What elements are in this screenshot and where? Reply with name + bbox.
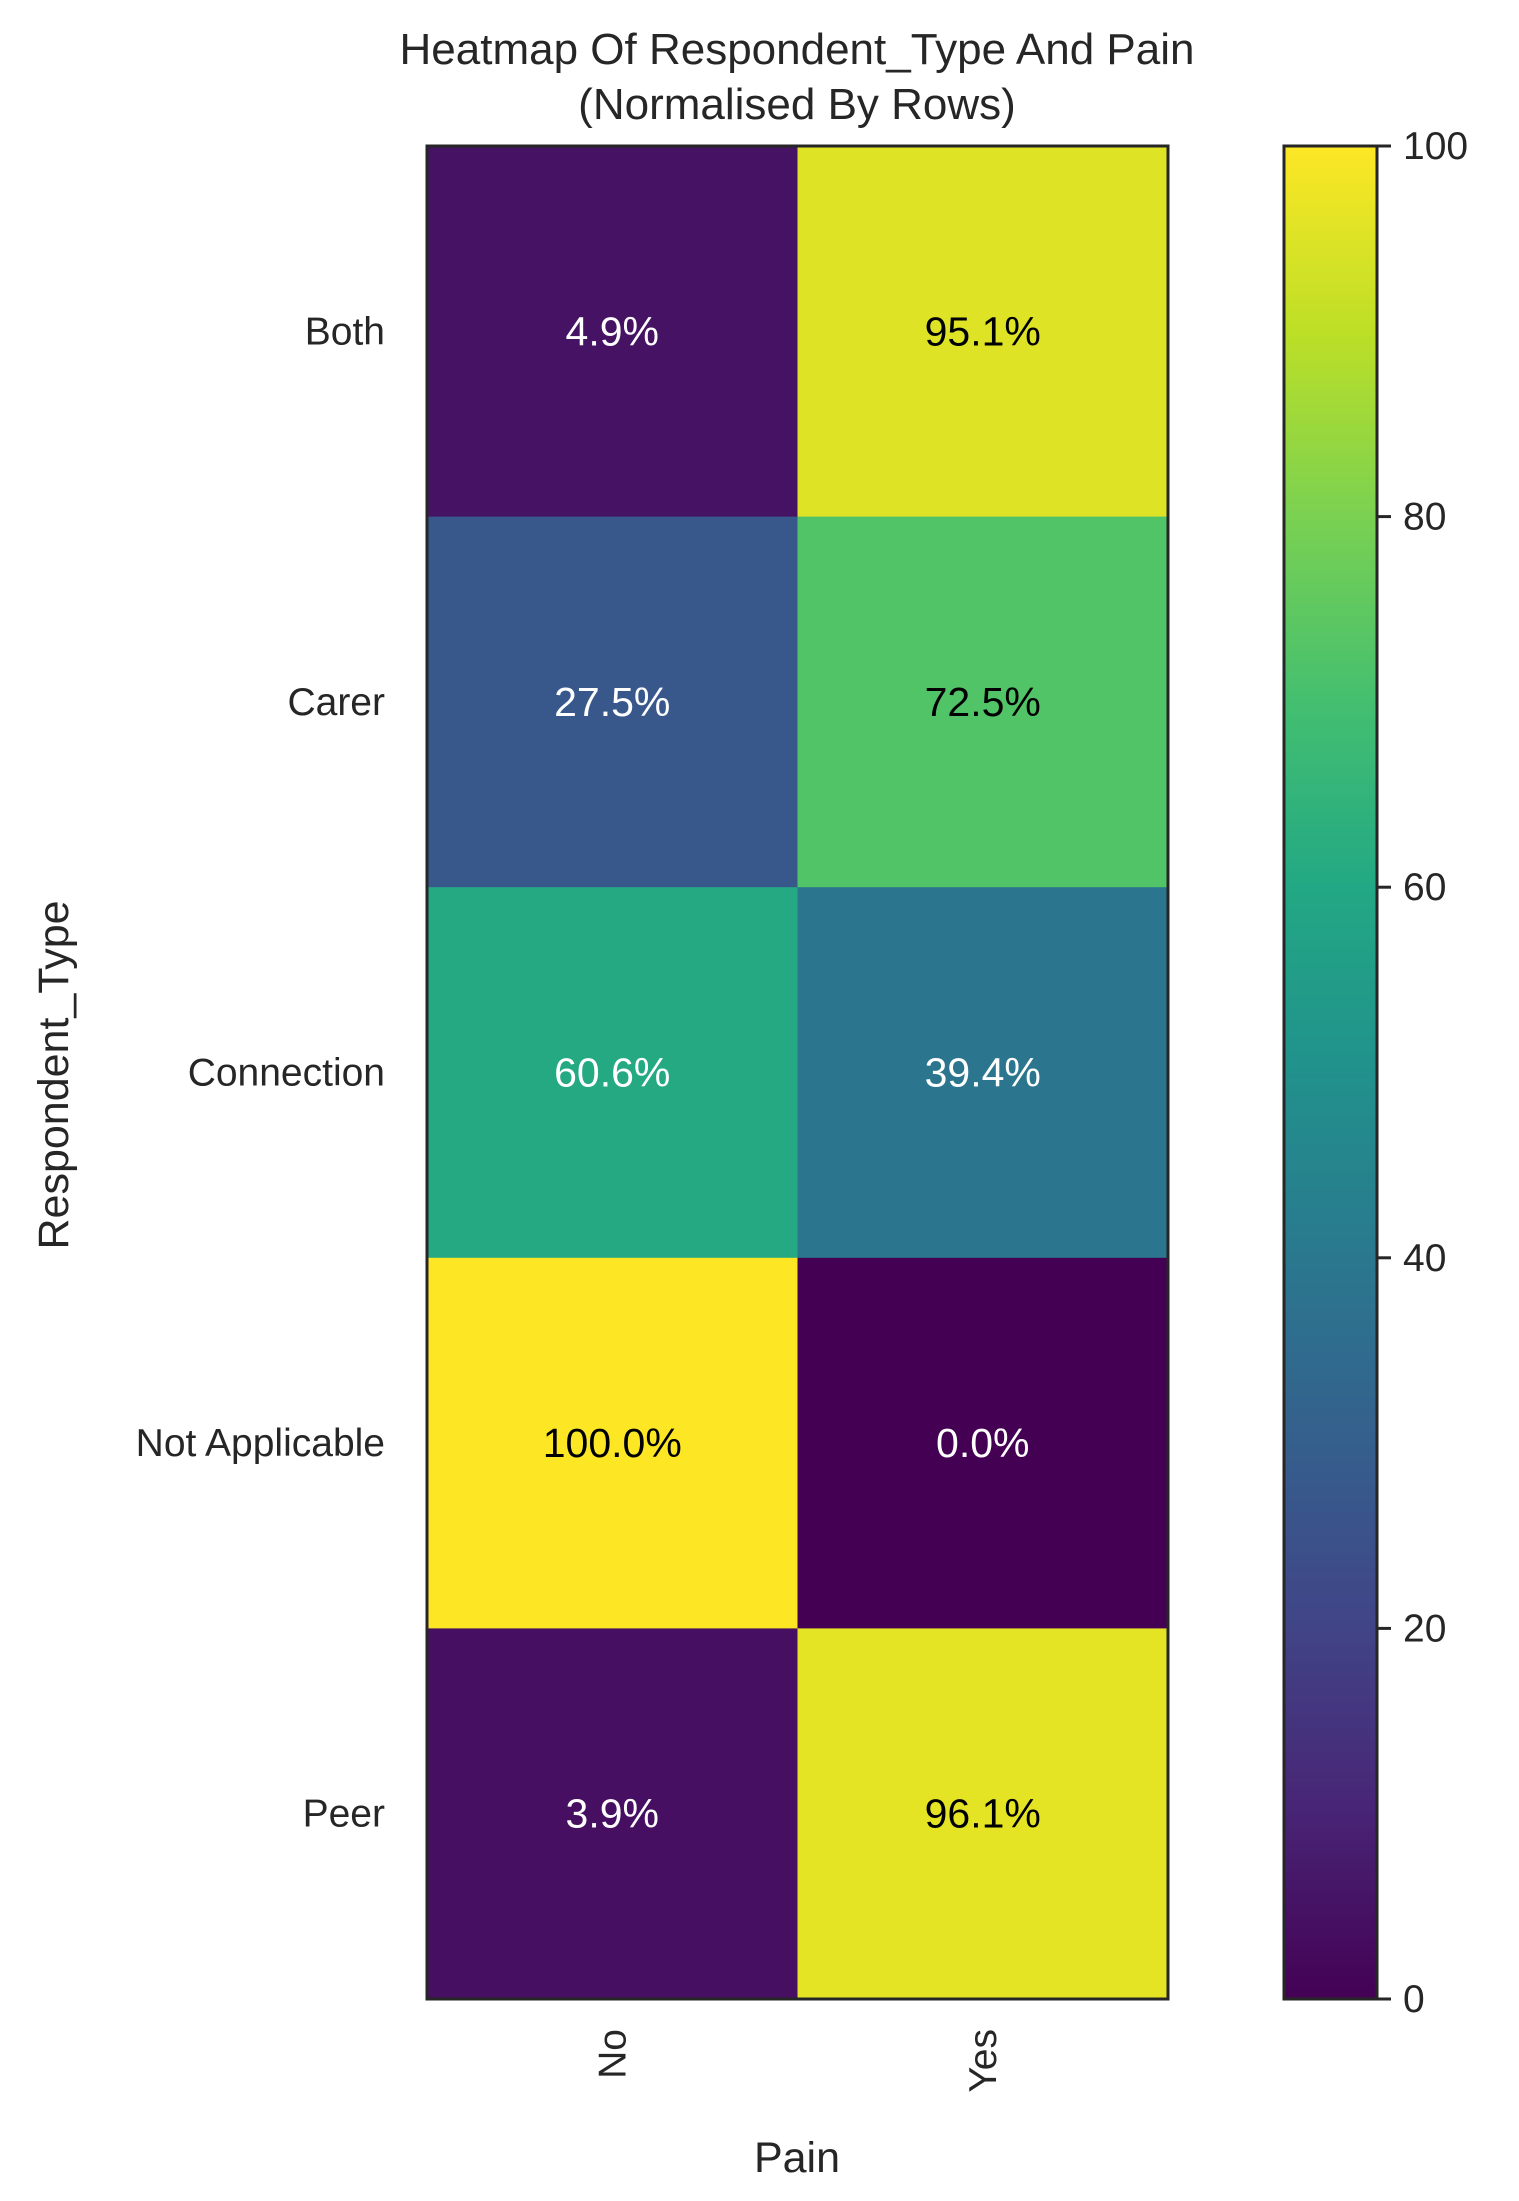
y-tick-label: Not Applicable bbox=[136, 1422, 385, 1465]
x-tick-labels: No Yes bbox=[591, 2029, 1005, 2093]
colorbar-ticks: 0 20 40 60 80 100 bbox=[1377, 125, 1468, 2021]
cell-value-label: 60.6% bbox=[554, 1050, 670, 1096]
cell-value-label: 95.1% bbox=[925, 308, 1041, 354]
colorbar-tick-label: 80 bbox=[1403, 496, 1446, 539]
heatmap-cell bbox=[797, 1628, 1169, 2000]
y-tick-label: Connection bbox=[188, 1052, 385, 1095]
colorbar-tick-label: 20 bbox=[1403, 1607, 1446, 1650]
x-axis-label: Pain bbox=[754, 2134, 840, 2182]
y-tick-label: Both bbox=[305, 310, 385, 353]
heatmap-cells: 4.9% 95.1% 27.5% 72.5% 60.6% 39.4% 100.0% 0.0% 3… bbox=[427, 146, 1169, 2000]
heatmap-cell bbox=[797, 146, 1169, 518]
y-tick-label: Carer bbox=[287, 681, 385, 724]
x-tick-label: Yes bbox=[962, 2029, 1005, 2093]
colorbar-tick-label: 0 bbox=[1403, 1978, 1425, 2021]
chart-title: Heatmap Of Respondent_Type And Pain bbox=[400, 25, 1195, 74]
x-tick-label: No bbox=[591, 2029, 634, 2079]
cell-value-label: 4.9% bbox=[566, 308, 659, 354]
y-tick-label: Peer bbox=[303, 1793, 385, 1836]
heatmap-cell bbox=[797, 1257, 1169, 1629]
cell-value-label: 100.0% bbox=[543, 1420, 682, 1466]
colorbar-tick-label: 40 bbox=[1403, 1237, 1446, 1280]
y-tick-labels: Both Carer Connection Not Applicable Peer bbox=[136, 310, 385, 1835]
colorbar-tick-label: 60 bbox=[1403, 866, 1446, 909]
heatmap-cell bbox=[797, 887, 1169, 1259]
y-axis-label: Respondent_Type bbox=[30, 900, 78, 1249]
colorbar-tick-label: 100 bbox=[1403, 125, 1468, 168]
heatmap-cell bbox=[427, 1257, 798, 1629]
heatmap-cell bbox=[427, 1628, 798, 2000]
colorbar bbox=[1282, 144, 1379, 2001]
cell-value-label: 0.0% bbox=[936, 1420, 1029, 1466]
cell-value-label: 3.9% bbox=[566, 1791, 659, 1837]
cell-value-label: 72.5% bbox=[925, 679, 1041, 725]
heatmap-cell bbox=[427, 516, 798, 888]
heatmap-cell bbox=[427, 146, 798, 518]
cell-value-label: 39.4% bbox=[925, 1050, 1041, 1096]
chart-subtitle: (Normalised By Rows) bbox=[578, 80, 1016, 129]
heatmap-cell bbox=[797, 516, 1169, 888]
heatmap-cell bbox=[427, 887, 798, 1259]
plot-frame bbox=[425, 144, 1170, 2001]
cell-value-label: 96.1% bbox=[925, 1791, 1041, 1837]
cell-value-label: 27.5% bbox=[554, 679, 670, 725]
